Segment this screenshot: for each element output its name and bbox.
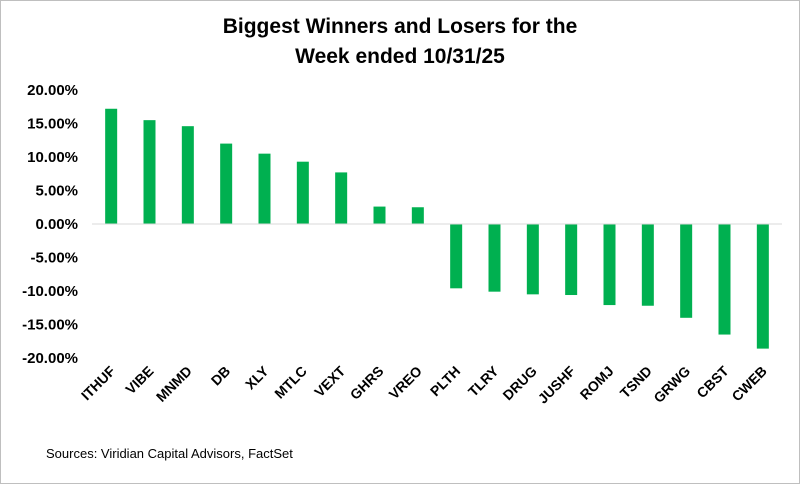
y-tick-label: -5.00% [30,250,78,267]
bar-romj [603,224,616,306]
chart-title: Biggest Winners and Losers for the Week … [0,12,800,72]
bar-plth [450,224,463,289]
x-tick-label: CBST [693,363,732,402]
bar-cweb [756,224,769,349]
bar-vibe [143,120,156,224]
bar-grwg [680,224,693,318]
bar-cbst [718,224,731,335]
bar-mnmd [181,126,194,224]
y-tick-label: -20.00% [22,350,78,367]
bar-mtlc [296,161,309,224]
bar-ithuf [105,108,118,224]
bar-vext [335,172,348,224]
x-tick-label: VIBE [122,363,156,397]
y-tick-label: -15.00% [22,317,78,334]
chart-title-line-2: Week ended 10/31/25 [295,45,505,68]
x-tick-label: GRWG [650,363,693,406]
x-tick-label: DRUG [499,363,540,404]
bar-db [220,143,233,224]
bar-tlry [488,224,501,292]
x-tick-label: TSND [617,363,655,401]
y-tick-label: -10.00% [22,283,78,300]
y-tick-label: 10.00% [27,149,78,166]
bar-xly [258,153,271,224]
x-tick-label: ITHUF [78,362,119,403]
x-tick-label: JUSHF [535,362,579,406]
x-tick-label: XLY [242,362,272,392]
x-tick-label: MTLC [271,363,310,402]
y-tick-label: 0.00% [35,216,78,233]
y-tick-label: 5.00% [35,183,78,200]
x-tick-label: GHRS [347,363,387,403]
chart-title-line-1: Biggest Winners and Losers for the [222,15,578,38]
x-tick-label: VREO [386,363,425,402]
x-tick-label: DB [208,363,234,389]
x-tick-label: CWEB [728,363,770,405]
x-tick-label: VEXT [311,362,348,399]
x-tick-label: TLRY [465,362,502,399]
y-tick-label: 20.00% [27,82,78,99]
x-tick-label: ROMJ [577,363,617,403]
bar-jushf [565,224,578,296]
x-tick-label: MNMD [153,363,195,405]
source-note: Sources: Viridian Capital Advisors, Fact… [46,446,293,461]
y-tick-label: 15.00% [27,116,78,133]
bar-tsnd [641,224,654,306]
bar-vreo [411,207,424,224]
bar-drug [526,224,539,295]
x-tick-label: PLTH [427,363,463,399]
bar-ghrs [373,206,386,224]
